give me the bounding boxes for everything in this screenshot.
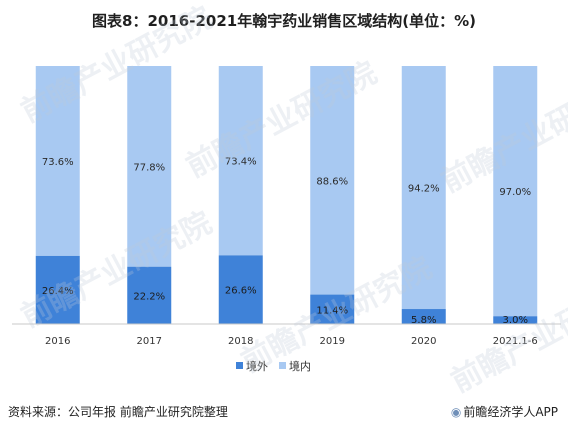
brand-name: 前瞻经济学人APP (463, 405, 558, 419)
bar-domestic-0 (35, 66, 80, 256)
chart-title: 图表8：2016-2021年翰宇药业销售区域结构(单位：%) (92, 12, 476, 30)
bar-overseas-4 (401, 309, 446, 324)
bar-overseas-3 (310, 294, 355, 324)
data-label-overseas-2: 26.6% (225, 286, 257, 297)
bar-overseas-2 (218, 255, 263, 324)
brand-credit: ◉ 前瞻经济学人APP (451, 403, 558, 420)
source-note: 资料来源：公司年报 前瞻产业研究院整理 (8, 405, 228, 419)
x-tick-label-5: 2021.1-6 (493, 336, 538, 347)
x-tick-label-4: 2020 (411, 336, 436, 347)
data-label-domestic-0: 73.6% (42, 157, 74, 168)
legend-swatch-0 (236, 362, 243, 369)
brand-logo-icon: ◉ (450, 405, 462, 419)
data-label-domestic-5: 97.0% (499, 187, 531, 198)
x-tick-label-0: 2016 (45, 336, 70, 347)
x-tick-label-1: 2017 (137, 336, 162, 347)
bar-domestic-3 (310, 66, 355, 295)
data-label-overseas-1: 22.2% (133, 291, 165, 302)
data-label-overseas-0: 26.4% (42, 286, 74, 297)
data-label-domestic-4: 94.2% (408, 184, 440, 195)
bar-overseas-0 (35, 255, 80, 324)
x-tick-label-2: 2018 (228, 336, 253, 347)
x-tick-label-3: 2019 (320, 336, 345, 347)
bar-domestic-5 (493, 66, 538, 317)
bar-domestic-4 (401, 66, 446, 310)
data-label-domestic-3: 88.6% (316, 176, 348, 187)
data-label-overseas-5: 3.0% (503, 315, 528, 326)
legend-label-1: 境内 (289, 359, 311, 373)
data-label-overseas-3: 11.4% (316, 305, 348, 316)
legend-swatch-1 (279, 362, 286, 369)
bar-domestic-1 (127, 66, 172, 267)
legend-label-0: 境外 (246, 359, 268, 373)
bar-domestic-2 (218, 66, 263, 256)
bar-overseas-1 (127, 266, 172, 324)
bar-overseas-5 (493, 316, 538, 324)
data-label-domestic-2: 73.4% (225, 157, 257, 168)
data-label-overseas-4: 5.8% (411, 315, 436, 326)
data-label-domestic-1: 77.8% (133, 162, 165, 173)
